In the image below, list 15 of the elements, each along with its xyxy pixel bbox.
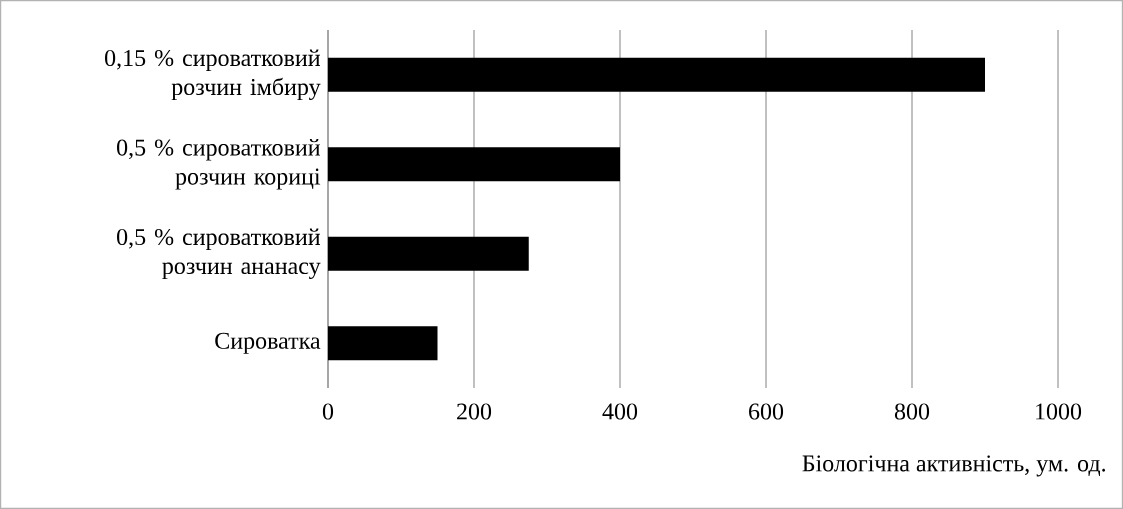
bar <box>328 57 986 92</box>
bar <box>328 326 438 361</box>
x-tick-label: 200 <box>457 403 492 420</box>
x-axis-title: Біологічна активність, ум. од. <box>802 455 1106 477</box>
y-tick-label: 0,5 % сироватковий розчин кориці <box>117 138 321 190</box>
x-tick-label: 400 <box>602 403 638 420</box>
x-tick-label: 600 <box>749 403 784 420</box>
y-tick-label: 0,15 % сироватковий розчин імбиру <box>105 49 321 101</box>
x-tick-label: 1000 <box>1036 403 1082 420</box>
x-tick-label: 800 <box>894 403 930 420</box>
y-tick-label: 0,5 % сироватковий розчин ананасу <box>117 228 321 280</box>
bar <box>328 236 529 271</box>
x-tick-label: 0 <box>322 403 334 420</box>
y-tick-label: Сироватка <box>215 332 321 354</box>
bar <box>328 147 621 182</box>
